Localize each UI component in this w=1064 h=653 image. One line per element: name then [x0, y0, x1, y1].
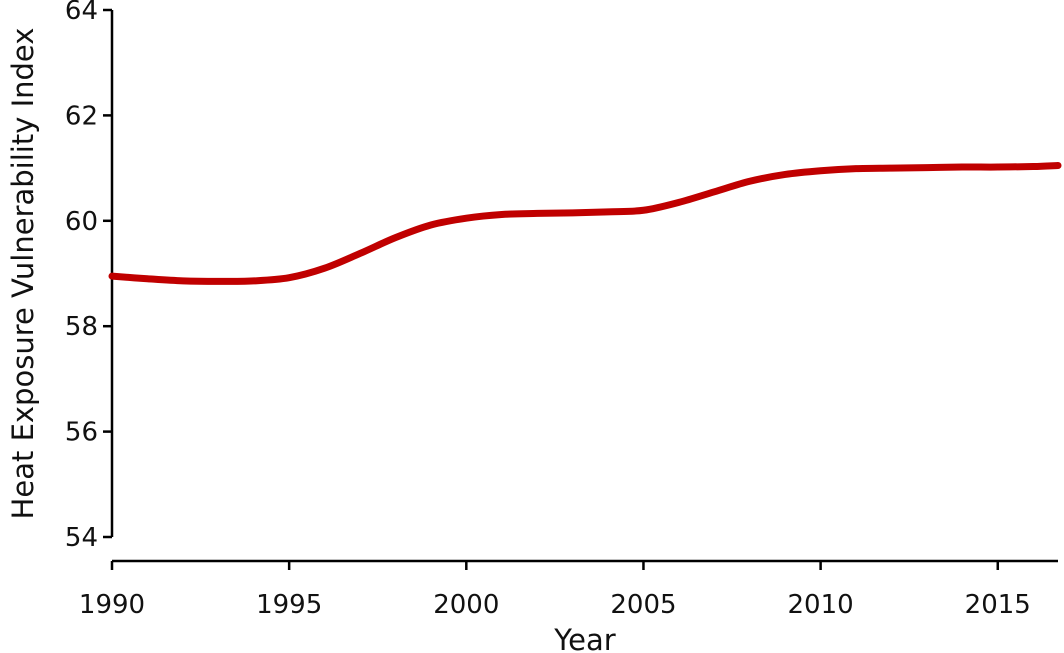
x-tick-label: 2010 — [788, 590, 854, 620]
y-tick-label: 64 — [65, 0, 98, 26]
y-tick-label: 58 — [65, 312, 98, 342]
x-tick-label: 1995 — [256, 590, 322, 620]
plot-area — [108, 161, 1062, 285]
x-tick-label: 2005 — [610, 590, 676, 620]
series-line — [108, 161, 1062, 285]
y-tick-label: 56 — [65, 418, 98, 448]
x-tick-label: 1990 — [79, 590, 145, 620]
y-tick-label: 60 — [65, 207, 98, 237]
x-axis: 1990 1995 2000 2005 2010 2015 — [79, 559, 1058, 620]
y-tick-label: 62 — [65, 101, 98, 131]
y-axis-title: Heat Exposure Vulnerability Index — [6, 28, 40, 520]
x-tick-label: 2015 — [965, 590, 1031, 620]
x-tick-label: 2000 — [433, 590, 499, 620]
y-axis: 54 56 58 60 62 64 — [65, 0, 114, 553]
y-tick-label: 54 — [65, 523, 98, 553]
x-axis-title: Year — [553, 623, 615, 653]
